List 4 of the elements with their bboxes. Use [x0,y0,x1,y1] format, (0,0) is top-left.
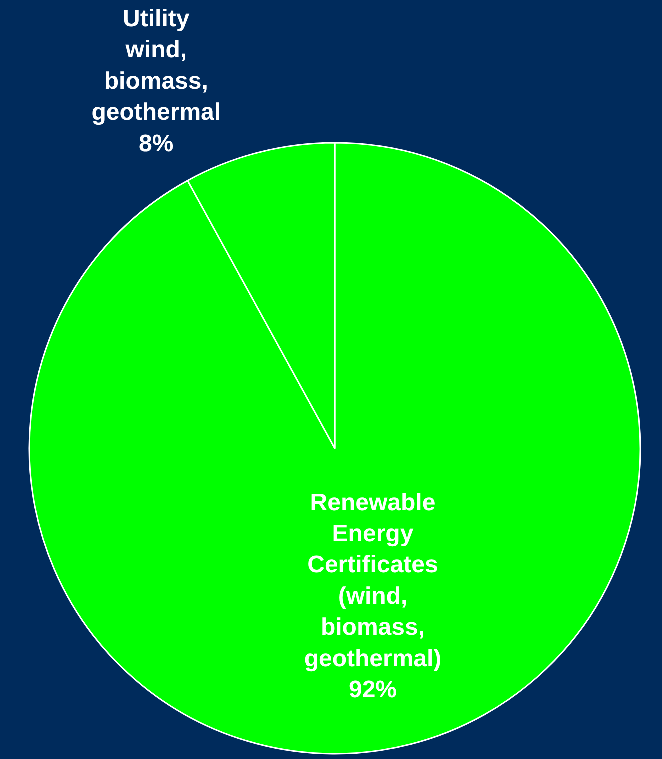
slice-label: Utility wind, biomass, geothermal [92,5,222,126]
data-label: 92% [348,676,398,704]
data-label: 8% [139,130,174,158]
slice-label: Renewable Energy Certificates (wind, biomass, geothermal) [304,489,442,672]
